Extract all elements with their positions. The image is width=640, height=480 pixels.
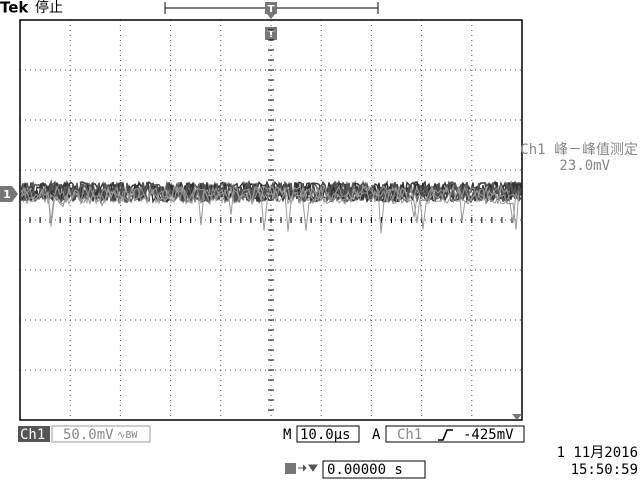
measurement-value: 23.0mV <box>559 158 610 174</box>
status: 停止 <box>35 0 63 16</box>
trigger-position-label: T <box>268 4 275 15</box>
channel-badge <box>18 426 50 442</box>
trigger-slope <box>438 429 453 441</box>
graticule-frame <box>19 19 523 421</box>
trigger-arrow <box>267 14 275 19</box>
position-icon <box>285 463 296 474</box>
channel-marker-label: 1 <box>3 188 11 201</box>
position-box <box>322 460 426 479</box>
trace-outlier <box>20 184 520 234</box>
brand: Tek <box>0 0 29 17</box>
trace <box>20 180 522 204</box>
trace <box>20 180 522 204</box>
timebase-box <box>296 425 360 443</box>
footer-channel: Ch1 <box>20 427 45 443</box>
bandwidth-limit: ∿BW <box>117 430 138 441</box>
position-arrows <box>298 464 318 472</box>
trigger-level-label: T <box>268 29 275 40</box>
horizontal-position: 0.00000 s <box>327 462 403 478</box>
timebase: 10.0µs <box>300 427 351 443</box>
trigger-level-arrow <box>512 414 522 420</box>
time: 15:50:59 <box>571 462 638 478</box>
waveform <box>20 179 522 234</box>
trigger-level: -425mV <box>463 427 514 443</box>
channel-marker <box>0 186 18 202</box>
trigger-position-marker <box>265 2 277 14</box>
trigger-box <box>385 425 525 443</box>
graticule <box>19 19 522 421</box>
trigger-prefix: A <box>372 427 381 443</box>
scale-box <box>51 425 151 443</box>
vertical-scale: 50.0mV <box>63 427 114 443</box>
date: 1 11月2016 <box>557 445 638 461</box>
trace-outlier <box>20 184 520 232</box>
measurement-label: Ch1 峰－峰值测定 <box>520 142 638 158</box>
timebase-prefix: M <box>283 427 291 443</box>
trigger-channel: Ch1 <box>397 427 422 443</box>
